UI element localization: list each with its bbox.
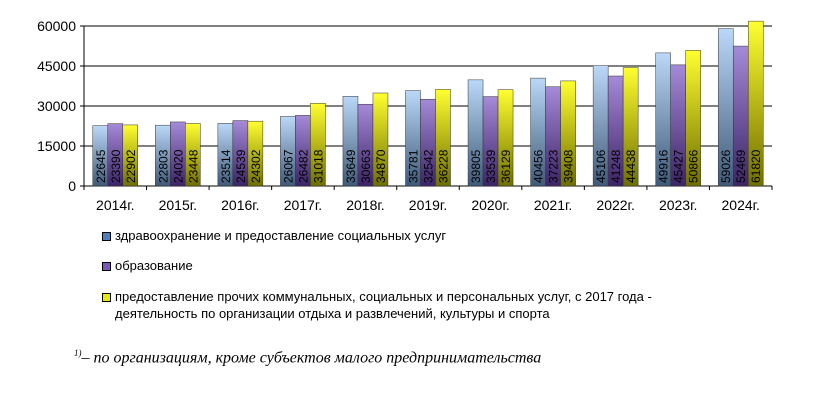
- data-label: 41248: [609, 149, 623, 183]
- legend-swatch-health: [102, 232, 111, 241]
- y-tick-label: 15000: [37, 138, 76, 154]
- x-tick-label: 2014г.: [96, 197, 134, 213]
- data-label: 37223: [547, 149, 561, 183]
- data-label: 36129: [499, 149, 513, 183]
- footnote-text: – по организациям, кроме субъектов малог…: [81, 349, 542, 367]
- bar: [560, 80, 576, 187]
- data-label: 23514: [219, 149, 233, 183]
- bar: [685, 50, 701, 187]
- legend-swatch-education: [102, 262, 111, 271]
- bar: [747, 20, 764, 187]
- data-label: 39408: [562, 149, 576, 183]
- data-label: 23448: [186, 149, 200, 183]
- legend-swatch-other-services: [102, 293, 111, 302]
- bar: [372, 92, 389, 187]
- bars: [92, 20, 764, 187]
- x-tick-label: 2015г.: [159, 197, 197, 213]
- data-label: 40456: [532, 149, 546, 183]
- footnote: 1)– по организациям, кроме субъектов мал…: [74, 348, 541, 367]
- data-label: 44438: [624, 149, 638, 183]
- data-label: 50866: [687, 149, 701, 183]
- data-label: 26482: [296, 149, 310, 183]
- bar: [310, 103, 326, 187]
- y-tick-label: 60000: [37, 18, 76, 34]
- data-label: 22902: [124, 149, 138, 183]
- data-label: 30663: [359, 149, 373, 183]
- y-tick-label: 0: [68, 178, 76, 194]
- data-label: 35781: [407, 149, 421, 183]
- data-label: 61820: [749, 149, 763, 183]
- legend-label-other-services-line1: предоставление прочих коммунальных, соци…: [115, 289, 652, 304]
- data-label: 52469: [734, 149, 748, 183]
- legend-label-education: образование: [115, 258, 193, 273]
- data-label: 36228: [437, 149, 451, 183]
- data-label: 22803: [156, 149, 170, 183]
- data-label: 23390: [109, 149, 123, 183]
- x-tick-label: 2022г.: [596, 197, 634, 213]
- legend-label-health: здравоохранение и предоставление социаль…: [115, 228, 447, 243]
- y-tick-label: 45000: [37, 58, 76, 74]
- data-label: 22645: [94, 149, 108, 183]
- x-tick-label: 2019г.: [409, 197, 447, 213]
- bar: [497, 89, 514, 187]
- data-label: 45427: [672, 149, 686, 183]
- data-label: 59026: [719, 149, 733, 183]
- x-tick-label: 2017г.: [284, 197, 322, 213]
- data-label: 32542: [422, 149, 436, 183]
- data-label: 24539: [234, 149, 248, 183]
- data-label: 31018: [311, 149, 325, 183]
- footnote-marker: 1): [74, 348, 82, 358]
- x-tick-label: 2016г.: [221, 197, 259, 213]
- data-label: 33539: [484, 149, 498, 183]
- x-tick-label: 2023г.: [659, 197, 697, 213]
- bar: [247, 120, 264, 187]
- data-labels: 22645 23390 22902 22803 24020 23448 23514 24539…: [94, 149, 763, 183]
- bar: [435, 89, 451, 187]
- y-tick-label: 30000: [37, 98, 76, 114]
- x-tick-label: 2020г.: [471, 197, 509, 213]
- bar: [622, 67, 639, 187]
- data-label: 39805: [469, 149, 483, 183]
- data-label: 24020: [171, 149, 185, 183]
- bar: [185, 123, 201, 187]
- data-label: 45106: [594, 149, 608, 183]
- bar: [122, 124, 139, 187]
- data-label: 24302: [249, 149, 263, 183]
- x-tick-label: 2018г.: [346, 197, 384, 213]
- data-label: 34870: [374, 149, 388, 183]
- legend-label-other-services-line2: деятельность по организации отдыха и раз…: [115, 306, 550, 321]
- data-label: 49916: [657, 149, 671, 183]
- x-tick-label: 2024г.: [722, 197, 760, 213]
- data-label: 33649: [344, 149, 358, 183]
- data-label: 26067: [281, 149, 295, 183]
- x-tick-label: 2021г.: [534, 197, 572, 213]
